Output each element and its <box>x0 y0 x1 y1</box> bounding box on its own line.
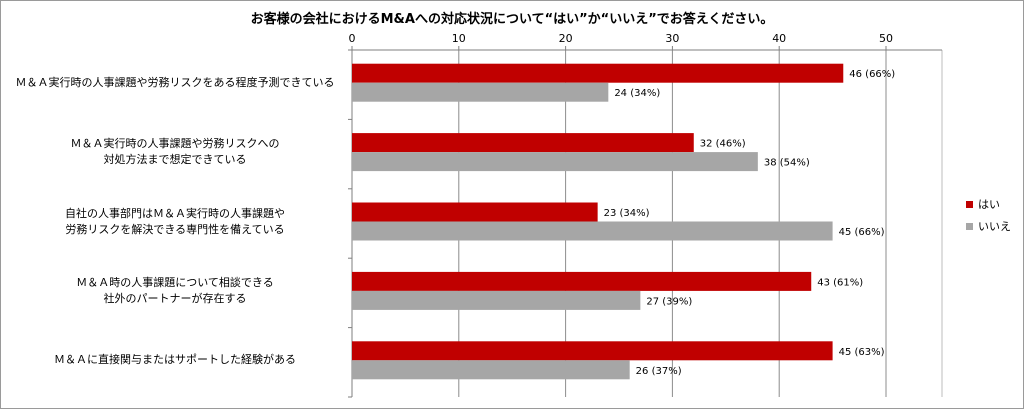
data-label: 45 (63%) <box>839 347 885 358</box>
category-label: 自社の人事部門はＭ＆Ａ実行時の人事課題や 労務リスクを解決できる専門性を備えてい… <box>65 206 285 236</box>
x-tick-label: 50 <box>879 32 893 45</box>
legend-label: いいえ <box>978 220 1011 233</box>
category-label: Ｍ＆Ａ実行時の人事課題や労務リスクをある程度予測できている <box>15 75 335 89</box>
x-tick-label: 20 <box>559 32 573 45</box>
x-tick-label: 10 <box>452 32 466 45</box>
category-label: Ｍ＆Ａ実行時の人事課題や労務リスクへの 対処方法まで想定できている <box>70 137 280 167</box>
bar-yes <box>352 63 844 83</box>
category-label: Ｍ＆Ａに直接関与またはサポートした経験がある <box>54 353 296 367</box>
legend-item: いいえ <box>966 218 1011 234</box>
legend-item: はい <box>966 196 1000 212</box>
bar-no <box>352 290 641 310</box>
legend-swatch <box>966 200 973 208</box>
data-label: 45 (66%) <box>839 227 885 238</box>
bar-no <box>352 152 758 172</box>
bar-yes <box>352 271 812 291</box>
bar-no <box>352 221 833 241</box>
category-label: Ｍ＆Ａ時の人事課題について相談できる 社外のパートナーが存在する <box>76 275 274 305</box>
legend-swatch <box>966 222 973 230</box>
bar-no <box>352 360 630 380</box>
bar-yes <box>352 202 598 222</box>
x-tick-label: 0 <box>349 32 356 45</box>
data-label: 26 (37%) <box>636 366 682 377</box>
bar-no <box>352 82 609 102</box>
x-tick-label: 40 <box>772 32 786 45</box>
data-label: 46 (66%) <box>849 69 895 80</box>
bar-yes <box>352 133 694 153</box>
data-label: 38 (54%) <box>764 158 810 169</box>
bar-yes <box>352 341 833 361</box>
data-label: 32 (46%) <box>700 139 746 150</box>
data-label: 43 (61%) <box>817 277 863 288</box>
x-tick-label: 30 <box>665 32 679 45</box>
data-label: 24 (34%) <box>614 88 660 99</box>
chart-title: お客様の会社におけるM&Aへの対応状況について“はい”か“いいえ”でお答えくださ… <box>250 12 774 27</box>
data-label: 27 (39%) <box>646 296 692 307</box>
legend-label: はい <box>978 198 1000 211</box>
data-label: 23 (34%) <box>604 208 650 219</box>
